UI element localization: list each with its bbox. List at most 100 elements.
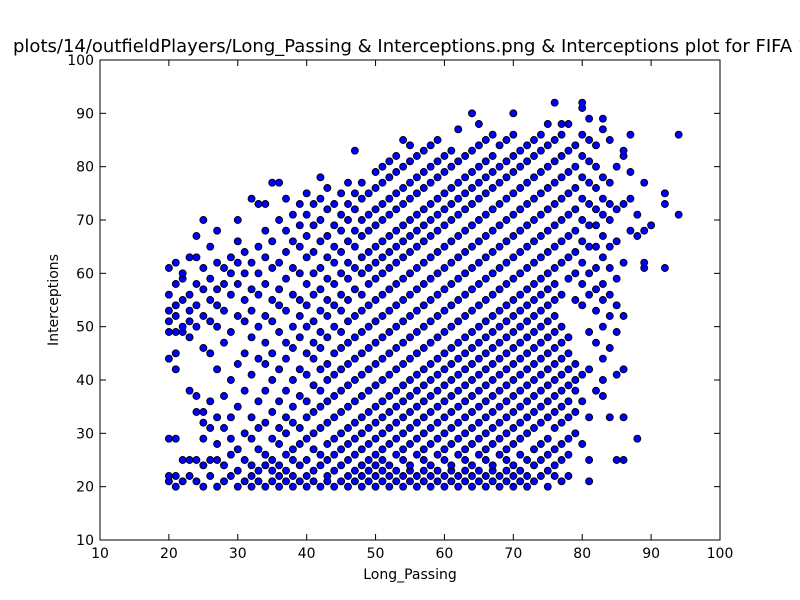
data-point xyxy=(585,365,594,374)
x-tick-label: 40 xyxy=(298,546,316,562)
data-point xyxy=(571,248,580,256)
data-point xyxy=(474,120,483,128)
data-point xyxy=(426,232,435,240)
data-point xyxy=(364,280,373,288)
data-point xyxy=(419,237,428,246)
data-point xyxy=(474,338,483,347)
data-point xyxy=(454,232,463,240)
data-point xyxy=(282,194,290,203)
data-point xyxy=(640,258,649,267)
data-point xyxy=(344,237,352,246)
data-point xyxy=(474,258,483,267)
data-point xyxy=(371,274,380,283)
data-point xyxy=(164,434,173,443)
data-point xyxy=(612,205,621,214)
data-point xyxy=(192,280,201,288)
data-point xyxy=(474,301,483,310)
data-point xyxy=(357,178,366,187)
data-point xyxy=(433,354,442,363)
y-axis-label: Interceptions xyxy=(46,254,62,346)
data-point xyxy=(440,152,449,160)
data-point xyxy=(344,402,352,411)
data-point xyxy=(557,370,566,379)
data-point xyxy=(275,178,284,187)
data-point xyxy=(481,445,490,454)
data-point xyxy=(371,450,380,459)
data-point xyxy=(378,376,387,384)
data-point xyxy=(412,173,421,182)
data-point xyxy=(316,264,325,272)
data-point xyxy=(447,461,456,470)
data-point xyxy=(426,296,435,304)
data-point xyxy=(419,397,428,406)
data-point xyxy=(378,445,387,454)
data-point xyxy=(302,210,311,219)
data-point xyxy=(302,280,311,288)
data-point xyxy=(406,376,414,384)
data-point xyxy=(509,408,518,416)
data-point xyxy=(357,253,366,262)
data-point xyxy=(516,290,525,299)
data-point xyxy=(474,237,483,246)
data-point xyxy=(261,200,270,208)
data-point xyxy=(454,482,463,491)
data-point xyxy=(254,424,263,432)
data-point xyxy=(585,413,594,422)
data-point xyxy=(350,189,359,198)
data-point xyxy=(371,168,380,176)
data-point xyxy=(557,237,566,246)
data-point xyxy=(412,349,421,358)
data-point xyxy=(626,130,635,139)
data-point xyxy=(419,146,428,155)
data-point xyxy=(543,317,552,326)
data-point xyxy=(433,450,442,459)
data-point xyxy=(199,216,208,224)
data-point xyxy=(192,456,201,464)
data-point xyxy=(605,216,614,224)
data-point xyxy=(571,226,580,235)
data-point xyxy=(461,477,470,486)
data-point xyxy=(213,285,222,294)
data-point xyxy=(192,392,201,400)
data-point xyxy=(309,408,318,416)
data-point xyxy=(316,365,325,374)
data-point xyxy=(288,210,297,219)
data-point xyxy=(406,424,414,432)
data-point xyxy=(192,408,201,416)
data-point xyxy=(585,456,594,464)
data-point xyxy=(419,365,428,374)
data-point xyxy=(598,322,607,331)
data-point xyxy=(226,290,235,299)
data-point xyxy=(585,242,594,251)
data-point xyxy=(468,264,476,272)
data-point xyxy=(578,370,587,379)
data-point xyxy=(502,216,511,224)
data-point xyxy=(371,472,380,480)
y-tick-label: 70 xyxy=(76,213,94,229)
data-point xyxy=(495,418,504,427)
data-point xyxy=(385,264,394,272)
data-point xyxy=(495,370,504,379)
data-point xyxy=(330,280,339,288)
data-point xyxy=(240,456,249,464)
data-point xyxy=(461,173,470,182)
data-point xyxy=(406,178,414,187)
data-point xyxy=(385,408,394,416)
data-point xyxy=(481,333,490,342)
data-point xyxy=(378,312,387,320)
data-point xyxy=(516,402,525,411)
data-point xyxy=(516,306,525,315)
data-point xyxy=(309,338,318,347)
data-point xyxy=(378,354,387,363)
data-point xyxy=(509,482,518,491)
data-point xyxy=(275,301,284,310)
data-point xyxy=(509,274,518,283)
data-point xyxy=(185,317,194,326)
data-point xyxy=(461,152,470,160)
data-point xyxy=(619,258,628,267)
data-point xyxy=(213,365,222,374)
data-point xyxy=(419,205,428,214)
data-point xyxy=(399,296,408,304)
data-point xyxy=(509,296,518,304)
data-point xyxy=(392,418,401,427)
